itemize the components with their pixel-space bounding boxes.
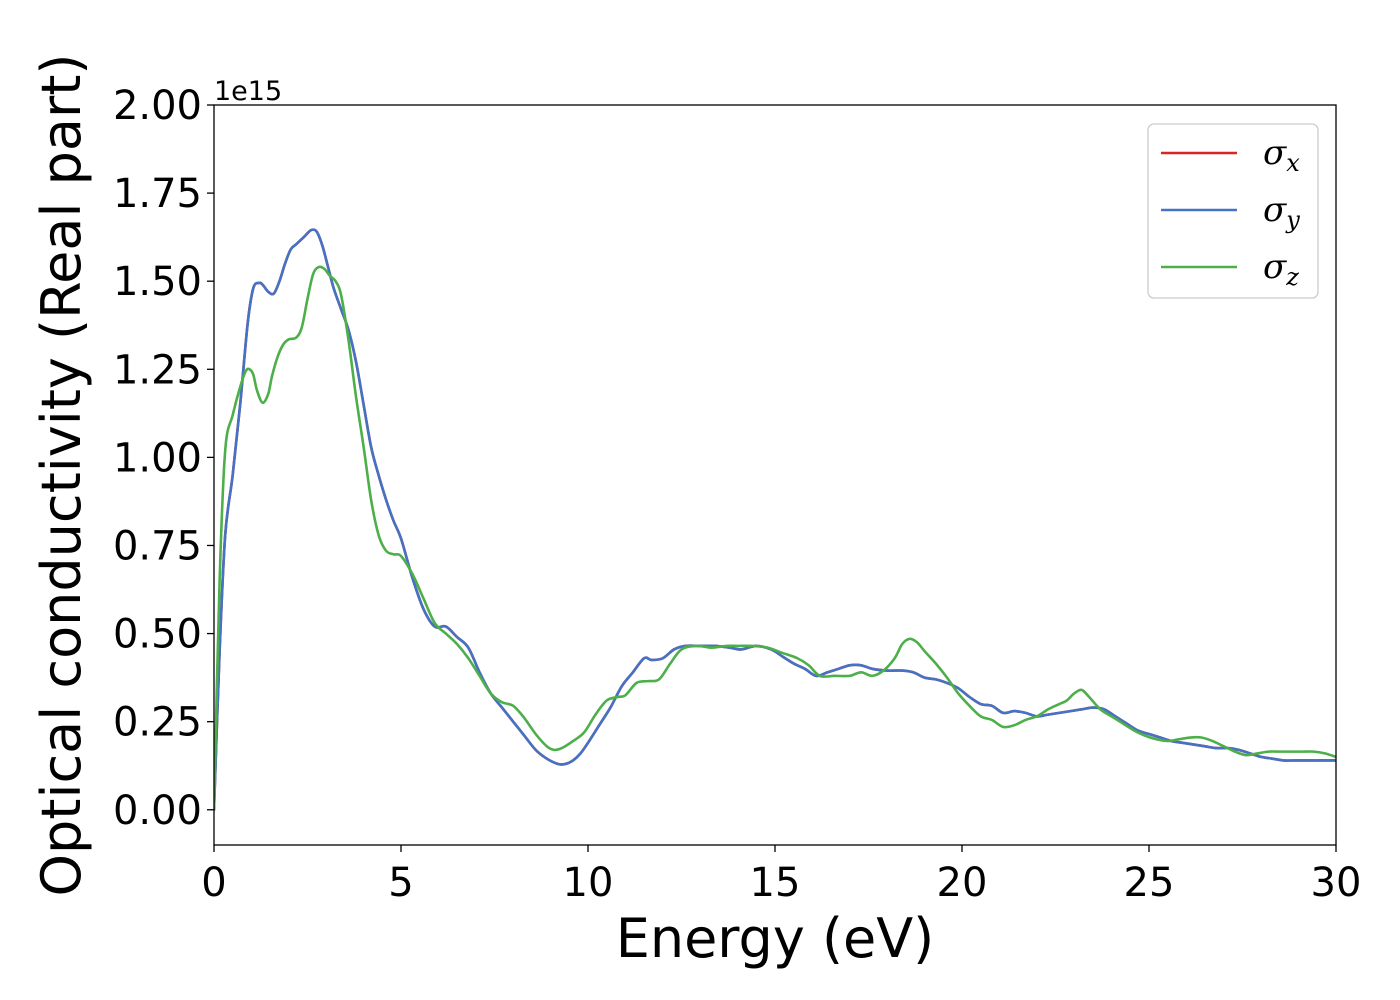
x-tick-label: 30 (1311, 860, 1362, 906)
y-tick-label: 0.75 (113, 523, 202, 569)
y-tick-label: 1.25 (113, 347, 202, 393)
y-tick-label: 1.00 (113, 435, 202, 481)
x-tick-label: 25 (1124, 860, 1175, 906)
y-axis-label: Optical conductivity (Real part) (30, 54, 93, 897)
x-tick-label: 20 (937, 860, 988, 906)
series-line-y (214, 228, 1336, 812)
legend-label-z: σz (1263, 247, 1299, 291)
y-tick-label: 0.25 (113, 700, 202, 746)
y-offset-label: 1e15 (214, 76, 282, 107)
legend: σx σy σz (1147, 123, 1319, 299)
y-tick-label: 0.00 (113, 788, 202, 834)
y-tick-label: 1.50 (113, 259, 202, 305)
x-tick-label: 10 (563, 860, 614, 906)
legend-label-x: σx (1263, 133, 1300, 177)
x-tick-label: 15 (750, 860, 801, 906)
series-group (214, 228, 1336, 812)
x-tick-label: 0 (201, 860, 226, 906)
y-axis: 0.00 0.25 0.50 0.75 1.00 1.25 1.50 1.75 2.00 (113, 83, 214, 834)
x-axis: 0 5 10 15 20 25 30 (201, 845, 1361, 906)
y-tick-label: 2.00 (113, 83, 202, 129)
x-tick-label: 5 (388, 860, 413, 906)
y-tick-label: 1.75 (113, 171, 202, 217)
y-tick-label: 0.50 (113, 612, 202, 658)
x-axis-label: Energy (eV) (616, 907, 935, 970)
legend-label-y: σy (1263, 190, 1300, 234)
series-line-z (214, 265, 1336, 812)
